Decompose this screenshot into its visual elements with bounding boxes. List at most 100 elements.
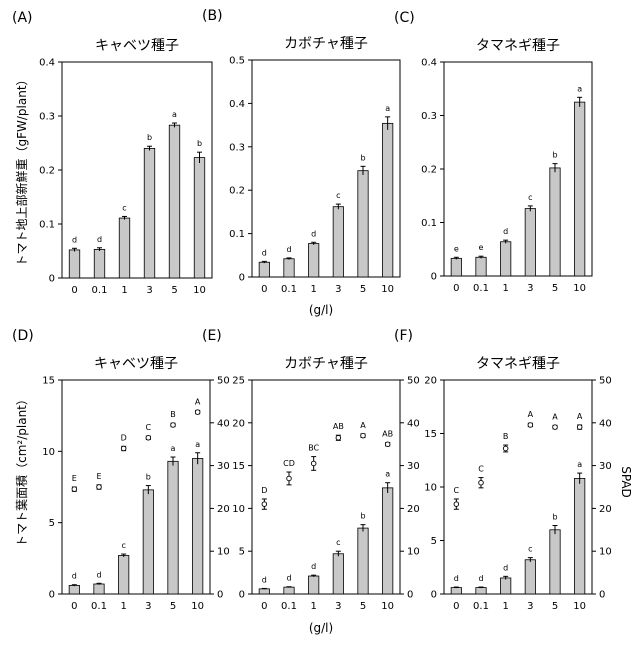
x-tick-label: 0.1: [92, 285, 108, 296]
bar-significance-label: d: [286, 245, 291, 254]
spad-significance-label: E: [72, 474, 77, 483]
bar: [259, 262, 269, 277]
bar-significance-label: b: [197, 139, 202, 148]
bar: [69, 585, 79, 594]
panel-label: (D): [12, 328, 34, 344]
bar: [94, 584, 104, 594]
bar: [284, 259, 294, 277]
bar: [308, 244, 318, 277]
x-tick-label: 10: [191, 601, 204, 612]
y-tick-label: 0: [431, 272, 437, 283]
bar: [550, 168, 560, 276]
bar-significance-label: a: [171, 444, 176, 453]
bar-significance-label: a: [577, 460, 582, 469]
x-tick-label: 3: [335, 601, 341, 612]
spad-significance-label: C: [478, 465, 484, 474]
bar: [500, 242, 510, 276]
plot-frame: [252, 380, 400, 594]
y2-tick-label: 10: [407, 547, 420, 558]
y-tick-label: 0: [239, 590, 245, 601]
x-tick-label: 1: [502, 601, 508, 612]
spad-significance-label: AB: [382, 429, 393, 438]
plot-frame: [444, 62, 592, 276]
x-tick-label: 1: [502, 283, 508, 294]
y-tick-label: 0.3: [421, 111, 437, 122]
bar-significance-label: d: [72, 235, 77, 244]
y-tick-label: 0.2: [421, 165, 437, 176]
spad-significance-label: A: [195, 397, 201, 406]
x-tick-label: 1: [121, 285, 127, 296]
spad-significance-label: A: [360, 421, 366, 430]
bar-significance-label: d: [262, 575, 267, 584]
bar: [118, 555, 128, 594]
spad-point: [97, 485, 102, 490]
x-tick-label: 3: [527, 283, 533, 294]
spad-significance-label: A: [528, 410, 534, 419]
bar: [451, 588, 461, 594]
spad-significance-label: C: [146, 423, 152, 432]
bar-significance-label: b: [552, 513, 557, 522]
x-tick-label: 10: [381, 284, 394, 295]
y-tick-label: 0: [49, 274, 55, 285]
bar-significance-label: b: [360, 512, 365, 521]
x-tick-label: 5: [552, 283, 558, 294]
y-tick-label: 20: [232, 418, 245, 429]
y-tick-label: 0.5: [229, 56, 245, 67]
bar-significance-label: a: [577, 84, 582, 93]
bar-significance-label: d: [262, 248, 267, 257]
spad-significance-label: C: [454, 486, 460, 495]
y-tick-label: 0.3: [39, 112, 55, 123]
y2-tick-label: 0: [599, 590, 605, 601]
y2-tick-label: 50: [407, 376, 420, 387]
x-tick-label: 3: [527, 601, 533, 612]
bar-significance-label: d: [72, 572, 77, 581]
x-tick-label: 1: [310, 284, 316, 295]
bar: [525, 209, 535, 276]
y-tick-label: 0.4: [421, 58, 437, 69]
spad-significance-label: B: [503, 432, 509, 441]
spad-point: [503, 446, 508, 451]
bar: [143, 490, 153, 594]
y-axis-label-spad: SPAD: [619, 466, 633, 498]
y2-tick-label: 0: [217, 590, 223, 601]
bar: [476, 257, 486, 276]
bar-significance-label: a: [385, 470, 390, 479]
x-tick-label: 0: [261, 601, 267, 612]
x-tick-label: 10: [573, 601, 586, 612]
bar: [550, 530, 560, 594]
bar-significance-label: d: [311, 562, 316, 571]
panel-title: タマネギ種子: [476, 356, 560, 372]
bar: [525, 560, 535, 594]
y-tick-label: 0.2: [229, 186, 245, 197]
bar-significance-label: a: [385, 104, 390, 113]
panel-title: カボチャ種子: [284, 356, 368, 372]
spad-significance-label: AB: [333, 422, 344, 431]
x-tick-label: 0: [71, 601, 77, 612]
y-tick-label: 20: [424, 376, 437, 387]
y2-tick-label: 20: [599, 504, 612, 515]
x-tick-label: 0.1: [281, 284, 297, 295]
y2-tick-label: 40: [599, 418, 612, 429]
bar-significance-label: d: [454, 574, 459, 583]
panel-2: (C)タマネギ種子00.10.20.30.40e0.1e1d3c5b10a: [394, 10, 592, 294]
plot-frame: [62, 62, 212, 278]
spad-significance-label: D: [261, 486, 267, 495]
y-tick-label: 10: [424, 483, 437, 494]
bar: [476, 588, 486, 594]
y-tick-label: 15: [42, 376, 55, 387]
panel-title: タマネギ種子: [476, 38, 560, 54]
spad-significance-label: CD: [283, 459, 295, 468]
bar: [382, 488, 392, 594]
panel-5: (F)タマネギ種子05101520010203040500dC0.1dC1dB3…: [394, 328, 612, 612]
spad-significance-label: E: [96, 472, 101, 481]
spad-point: [577, 425, 582, 430]
y-tick-label: 0.2: [39, 166, 55, 177]
x-tick-label: 5: [552, 601, 558, 612]
bar-significance-label: b: [146, 473, 151, 482]
spad-significance-label: A: [577, 412, 583, 421]
spad-significance-label: A: [552, 412, 558, 421]
panel-label: (B): [202, 8, 223, 24]
y2-tick-label: 0: [407, 590, 413, 601]
y-tick-label: 0: [431, 590, 437, 601]
bar: [333, 554, 343, 594]
